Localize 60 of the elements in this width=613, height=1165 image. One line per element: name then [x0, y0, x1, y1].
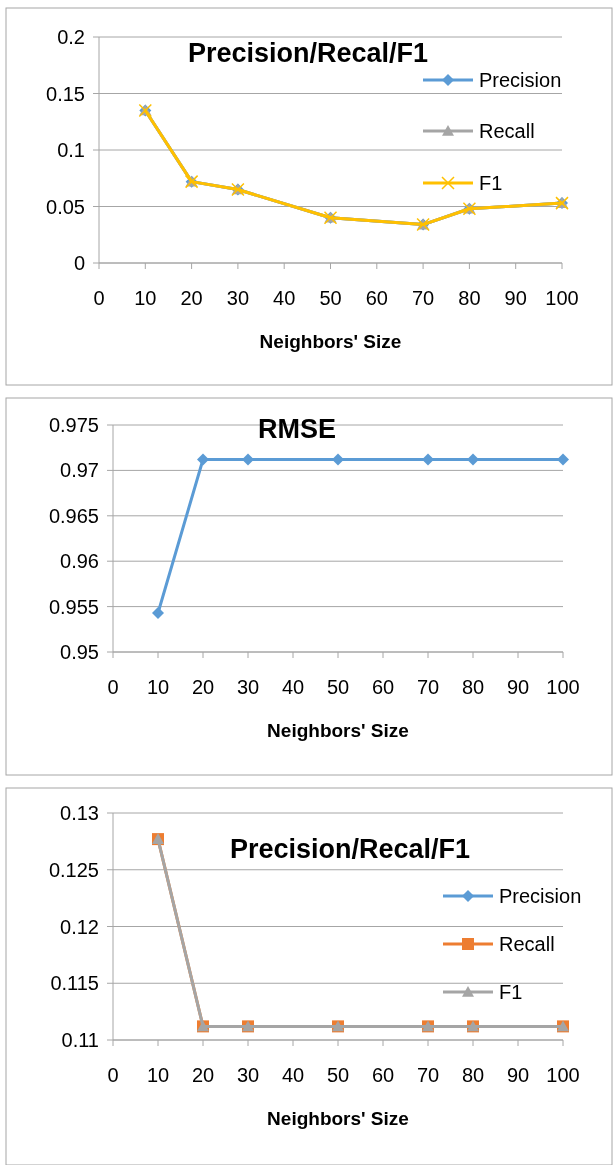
legend-label: Recall [499, 933, 555, 955]
legend-label: F1 [479, 172, 503, 194]
x-tick-label: 10 [134, 287, 157, 309]
legend-label: Precision [499, 885, 582, 907]
y-tick-label: 0 [73, 252, 85, 274]
x-tick-label: 80 [458, 287, 481, 309]
x-axis-title: Neighbors' Size [259, 331, 402, 352]
legend-label: Recall [479, 120, 535, 142]
y-tick-label: 0.965 [48, 504, 99, 527]
chart-title: Precision/Recal/F1 [187, 38, 429, 68]
x-tick-label: 30 [226, 287, 250, 309]
y-tick-label: 0.11 [61, 1029, 99, 1051]
x-tick-label: 10 [146, 1064, 170, 1086]
y-tick-label: 0.05 [46, 195, 85, 218]
y-tick-label: 0.15 [46, 82, 85, 105]
x-tick-label: 0 [107, 676, 119, 698]
x-tick-label: 40 [281, 1064, 305, 1086]
y-tick-label: 0.125 [48, 858, 99, 881]
x-tick-label: 60 [365, 287, 388, 309]
x-tick-label: 30 [236, 676, 260, 698]
y-tick-label: 0.975 [48, 414, 99, 436]
x-axis-title: Neighbors' Size [267, 1108, 409, 1129]
y-tick-label: 0.2 [57, 26, 85, 48]
y-tick-label: 0.115 [50, 972, 99, 995]
y-tick-label: 0.95 [60, 641, 99, 663]
x-tick-label: 90 [506, 1064, 530, 1086]
x-tick-label: 50 [326, 1064, 350, 1086]
chart-title: RMSE [257, 414, 337, 444]
y-tick-label: 0.955 [48, 595, 99, 618]
y-tick-label: 0.13 [60, 802, 99, 824]
x-tick-label: 100 [545, 287, 579, 309]
x-tick-label: 0 [107, 1064, 119, 1086]
x-tick-label: 10 [146, 676, 170, 698]
x-tick-label: 70 [411, 287, 435, 309]
x-axis-title: Neighbors' Size [267, 720, 409, 741]
x-tick-label: 20 [191, 1064, 215, 1086]
legend-label: Precision [479, 69, 562, 91]
x-tick-label: 50 [326, 676, 350, 698]
y-tick-label: 0.96 [60, 550, 99, 573]
y-tick-label: 0.12 [60, 915, 99, 938]
x-tick-label: 20 [191, 676, 215, 698]
y-tick-label: 0.1 [57, 139, 85, 161]
x-tick-label: 100 [546, 1064, 580, 1086]
x-tick-label: 40 [273, 287, 296, 309]
legend-label: F1 [499, 981, 523, 1003]
x-tick-label: 90 [504, 287, 527, 309]
x-tick-label: 100 [546, 676, 580, 698]
x-tick-label: 50 [319, 287, 342, 309]
x-tick-label: 20 [180, 287, 203, 309]
x-tick-label: 70 [416, 676, 440, 698]
x-tick-label: 40 [281, 676, 305, 698]
x-tick-label: 60 [371, 676, 395, 698]
text: Precision/Recal/F1 [229, 834, 471, 864]
x-tick-label: 60 [371, 1064, 395, 1086]
x-tick-label: 80 [461, 676, 485, 698]
x-tick-label: 90 [506, 676, 530, 698]
x-tick-label: 30 [236, 1064, 260, 1086]
x-tick-label: 70 [416, 1064, 440, 1086]
x-tick-label: 80 [461, 1064, 485, 1086]
y-tick-label: 0.97 [60, 459, 99, 482]
